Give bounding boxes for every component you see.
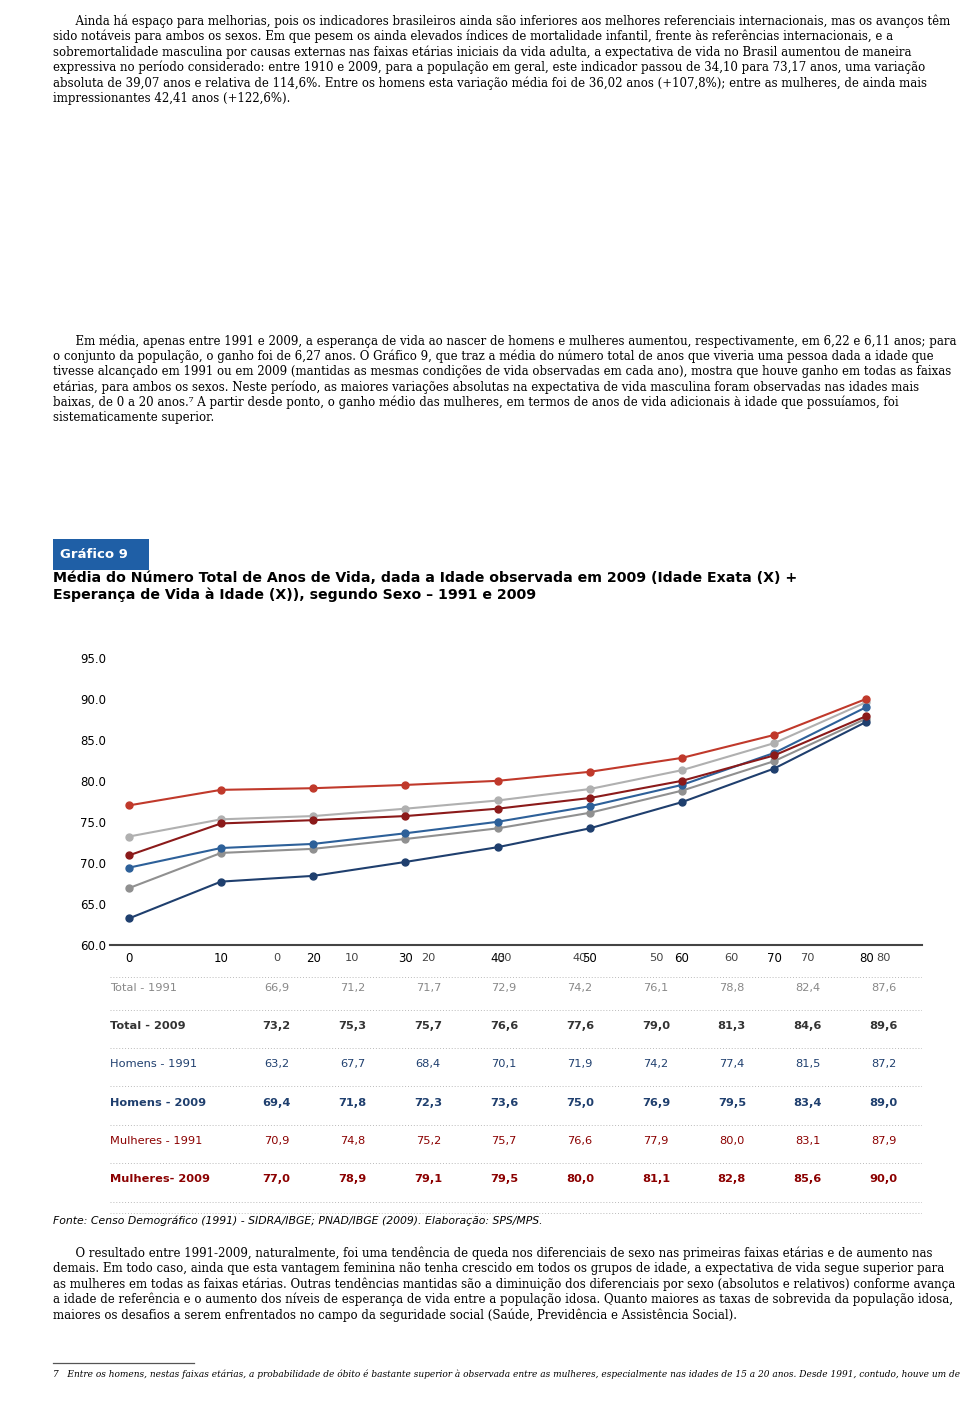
Text: 72,9: 72,9 <box>492 983 516 993</box>
Text: 75,7: 75,7 <box>415 1021 443 1031</box>
Text: Fonte: Censo Demográfico (1991) - SIDRA/IBGE; PNAD/IBGE (2009). Elaboração: SPS/: Fonte: Censo Demográfico (1991) - SIDRA/… <box>53 1215 542 1225</box>
Text: 63,2: 63,2 <box>264 1059 289 1069</box>
Text: 79,5: 79,5 <box>718 1097 746 1108</box>
Text: 71,9: 71,9 <box>567 1059 592 1069</box>
Text: 50: 50 <box>649 953 663 963</box>
Text: 75,3: 75,3 <box>338 1021 367 1031</box>
Text: 30: 30 <box>497 953 512 963</box>
Text: 74,8: 74,8 <box>340 1136 365 1146</box>
Text: Homens - 2009: Homens - 2009 <box>110 1097 206 1108</box>
Text: 82,8: 82,8 <box>718 1175 746 1184</box>
Text: Mulheres- 2009: Mulheres- 2009 <box>110 1175 210 1184</box>
Text: 83,1: 83,1 <box>795 1136 821 1146</box>
Text: Em média, apenas entre 1991 e 2009, a esperança de vida ao nascer de homens e mu: Em média, apenas entre 1991 e 2009, a es… <box>53 334 956 424</box>
Text: 76,9: 76,9 <box>642 1097 670 1108</box>
Text: 10: 10 <box>346 953 360 963</box>
Text: 67,7: 67,7 <box>340 1059 365 1069</box>
Text: 75,0: 75,0 <box>566 1097 594 1108</box>
Text: 71,7: 71,7 <box>416 983 441 993</box>
Text: 79,5: 79,5 <box>491 1175 518 1184</box>
Text: 77,4: 77,4 <box>719 1059 745 1069</box>
Text: 74,2: 74,2 <box>567 983 592 993</box>
Text: 89,6: 89,6 <box>870 1021 898 1031</box>
Text: 89,0: 89,0 <box>870 1097 898 1108</box>
Text: 80,0: 80,0 <box>566 1175 594 1184</box>
Text: 85,6: 85,6 <box>794 1175 822 1184</box>
Text: 87,2: 87,2 <box>871 1059 897 1069</box>
Text: 69,4: 69,4 <box>262 1097 291 1108</box>
Text: 79,1: 79,1 <box>414 1175 443 1184</box>
Text: 71,8: 71,8 <box>338 1097 367 1108</box>
Text: 81,5: 81,5 <box>795 1059 821 1069</box>
Text: 79,0: 79,0 <box>642 1021 670 1031</box>
Text: 20: 20 <box>421 953 436 963</box>
Text: 70,1: 70,1 <box>492 1059 516 1069</box>
Text: 70: 70 <box>801 953 815 963</box>
Text: 87,9: 87,9 <box>871 1136 897 1146</box>
Text: 80,0: 80,0 <box>719 1136 745 1146</box>
Text: 0: 0 <box>273 953 280 963</box>
Text: 70,9: 70,9 <box>264 1136 289 1146</box>
Text: 76,6: 76,6 <box>490 1021 518 1031</box>
Text: 40: 40 <box>573 953 588 963</box>
Text: 83,4: 83,4 <box>794 1097 822 1108</box>
Text: 77,9: 77,9 <box>643 1136 669 1146</box>
Text: Ainda há espaço para melhorias, pois os indicadores brasileiros ainda são inferi: Ainda há espaço para melhorias, pois os … <box>53 14 950 104</box>
Text: 76,6: 76,6 <box>567 1136 592 1146</box>
Text: 80: 80 <box>876 953 891 963</box>
Text: 90,0: 90,0 <box>870 1175 898 1184</box>
Text: 78,9: 78,9 <box>338 1175 367 1184</box>
Text: O resultado entre 1991-2009, naturalmente, foi uma tendência de queda nos difere: O resultado entre 1991-2009, naturalment… <box>53 1246 955 1321</box>
Text: 74,2: 74,2 <box>643 1059 668 1069</box>
Text: 77,6: 77,6 <box>566 1021 594 1031</box>
Text: 76,1: 76,1 <box>643 983 668 993</box>
Text: 84,6: 84,6 <box>794 1021 822 1031</box>
Text: 78,8: 78,8 <box>719 983 745 993</box>
Text: 73,2: 73,2 <box>262 1021 291 1031</box>
Text: 82,4: 82,4 <box>795 983 821 993</box>
Text: 60: 60 <box>725 953 739 963</box>
FancyBboxPatch shape <box>53 539 149 570</box>
Text: 75,7: 75,7 <box>492 1136 516 1146</box>
Text: Média do Número Total de Anos de Vida, dada a Idade observada em 2009 (Idade Exa: Média do Número Total de Anos de Vida, d… <box>53 571 797 602</box>
Text: 71,2: 71,2 <box>340 983 365 993</box>
Text: 72,3: 72,3 <box>414 1097 443 1108</box>
Text: Total - 2009: Total - 2009 <box>110 1021 186 1031</box>
Text: Mulheres - 1991: Mulheres - 1991 <box>110 1136 203 1146</box>
Text: 7   Entre os homens, nestas faixas etárias, a probabilidade de óbito é bastante : 7 Entre os homens, nestas faixas etárias… <box>53 1371 960 1379</box>
Text: 87,6: 87,6 <box>871 983 897 993</box>
Text: 75,2: 75,2 <box>416 1136 441 1146</box>
Text: 81,3: 81,3 <box>718 1021 746 1031</box>
Text: 66,9: 66,9 <box>264 983 289 993</box>
Text: Gráfico 9: Gráfico 9 <box>60 547 128 561</box>
Text: Total - 1991: Total - 1991 <box>110 983 178 993</box>
Text: 77,0: 77,0 <box>262 1175 291 1184</box>
Text: Homens - 1991: Homens - 1991 <box>110 1059 198 1069</box>
Text: 68,4: 68,4 <box>416 1059 441 1069</box>
Text: 73,6: 73,6 <box>490 1097 518 1108</box>
Text: 81,1: 81,1 <box>642 1175 670 1184</box>
